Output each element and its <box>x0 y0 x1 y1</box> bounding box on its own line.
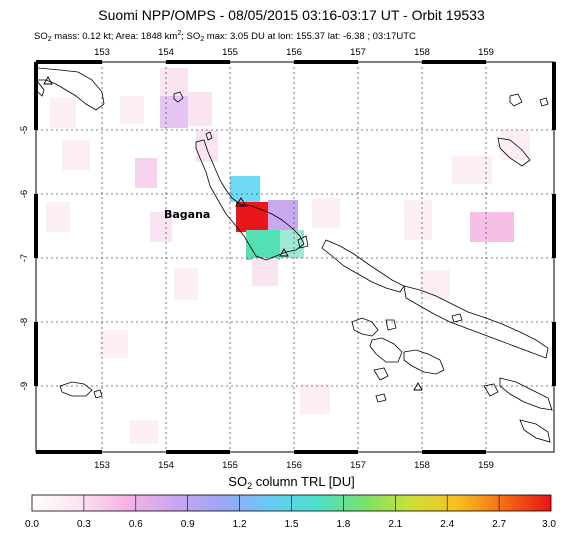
lat-tick-label: -9 <box>19 382 30 390</box>
so2-pixel <box>312 198 340 228</box>
map-title: Suomi NPP/OMPS - 08/05/2015 03:16-03:17 … <box>98 7 485 23</box>
colorbar-tick-label: 0.0 <box>25 519 39 530</box>
colorbar-tick-label: 2.4 <box>440 519 454 530</box>
lon-tick-label: 153 <box>94 460 110 471</box>
lat-tick-label: -5 <box>19 126 30 134</box>
colorbar-label: SO2 column TRL [DU] <box>228 474 355 491</box>
so2-pixel <box>236 202 268 232</box>
colorbar-tick-label: 1.2 <box>233 519 247 530</box>
so2-pixel <box>62 140 90 170</box>
so2-pixel <box>470 212 514 242</box>
so2-pixel <box>130 420 158 444</box>
volcano-triangle-icon <box>413 382 423 391</box>
map-subtitle: SO2 mass: 0.12 kt; Area: 1848 km2; SO2 m… <box>34 30 416 43</box>
lon-tick-label: 157 <box>350 460 366 471</box>
lon-tick-label: 157 <box>350 47 366 58</box>
so2-pixel <box>50 98 76 128</box>
lat-tick-label: -6 <box>19 190 30 198</box>
lat-tick-label: -7 <box>19 254 30 262</box>
map-area: Bagana <box>36 62 554 452</box>
volcano-markers <box>43 76 423 391</box>
colorbar-tick-label: 3.0 <box>542 519 556 530</box>
so2-pixel <box>120 96 144 124</box>
so2-pixel <box>268 200 298 232</box>
colorbar-tick-label: 2.1 <box>388 519 402 530</box>
map-grid <box>36 62 554 452</box>
lat-labels: -5 -6 -7 -8 -9 <box>19 126 30 390</box>
colorbar-ticks <box>83 495 500 511</box>
lon-tick-label: 159 <box>478 460 494 471</box>
lon-labels-top: 153 154 155 156 157 158 159 <box>94 47 494 58</box>
coast-santa-isabel <box>403 285 549 359</box>
so2-pixel <box>300 384 330 414</box>
so2-pixel <box>452 156 492 184</box>
so2-pixels <box>46 68 530 444</box>
coast-choiseul <box>321 239 405 293</box>
colorbar-tick-label: 2.7 <box>492 519 506 530</box>
lon-tick-label: 155 <box>222 460 238 471</box>
volcano-triangle-icon <box>279 248 289 257</box>
so2-pixel <box>100 330 128 358</box>
colorbar-tick-label: 0.9 <box>181 519 195 530</box>
lon-tick-label: 156 <box>286 460 302 471</box>
lon-tick-label: 158 <box>414 460 430 471</box>
so2-pixel <box>404 200 432 240</box>
so2-pixel <box>160 68 188 96</box>
so2-pixel <box>196 130 218 162</box>
lon-tick-label: 155 <box>222 47 238 58</box>
so2-pixel <box>230 176 260 202</box>
volcano-triangle-icon <box>235 197 247 207</box>
so2-pixel <box>46 202 70 232</box>
lon-tick-label: 156 <box>286 47 302 58</box>
colorbar-tick-label: 1.8 <box>336 519 350 530</box>
coast-new-georgia <box>351 317 379 337</box>
so2-pixel <box>135 158 157 188</box>
so2-pixel <box>160 96 188 128</box>
so2-pixel <box>150 212 172 242</box>
so2-pixel <box>252 258 278 286</box>
lat-tick-label: -8 <box>19 318 30 326</box>
so2-pixel <box>188 92 212 126</box>
lon-labels-bottom: 153 154 155 156 157 158 159 <box>94 460 494 471</box>
map-border-ticks <box>34 60 556 454</box>
lon-tick-label: 154 <box>158 47 174 58</box>
so2-pixel <box>280 230 304 258</box>
so2-pixel <box>500 130 530 160</box>
colorbar-tick-label: 1.5 <box>285 519 299 530</box>
so2-pixel <box>246 230 280 260</box>
colorbar-tick-labels: 0.0 0.3 0.6 0.9 1.2 1.5 1.8 2.1 2.4 2.7 … <box>25 519 556 530</box>
coast-new-ireland <box>37 67 105 111</box>
volcano-label: Bagana <box>164 208 210 221</box>
lon-tick-label: 153 <box>94 47 110 58</box>
so2-pixel <box>174 268 198 300</box>
volcano-triangle-icon <box>43 76 53 85</box>
colorbar-tick-label: 0.3 <box>77 519 91 530</box>
coastlines <box>37 67 553 443</box>
so2-pixel <box>420 270 450 300</box>
colorbar-tick-label: 0.6 <box>129 519 143 530</box>
lon-tick-label: 158 <box>414 47 430 58</box>
lon-tick-label: 159 <box>478 47 494 58</box>
lon-tick-label: 154 <box>158 460 174 471</box>
